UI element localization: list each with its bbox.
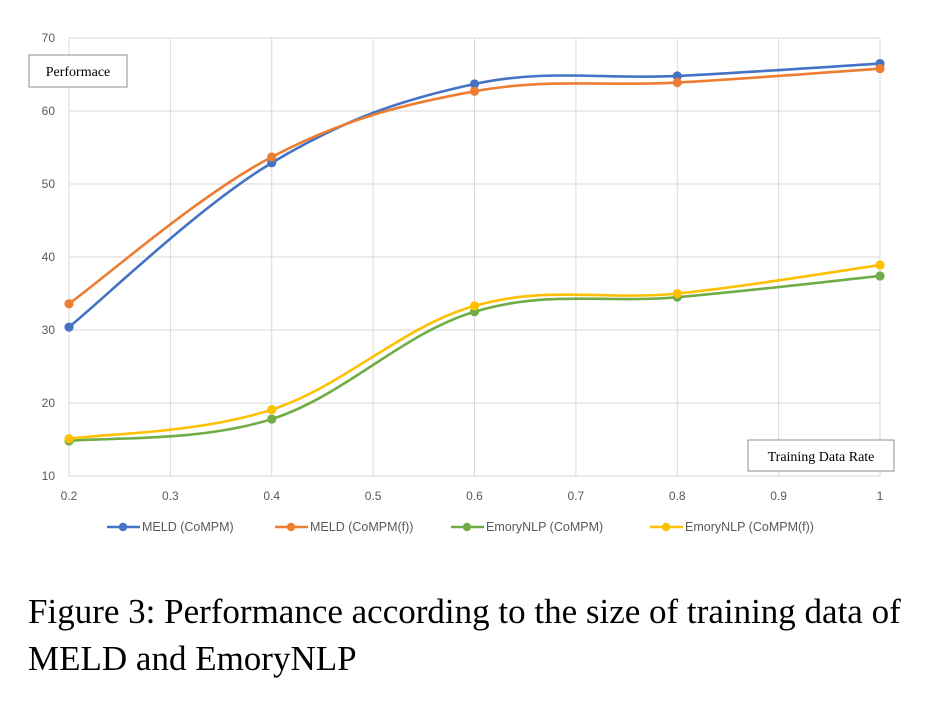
data-point: [64, 299, 74, 309]
legend-item: MELD (CoMPM): [107, 520, 234, 534]
y-tick-label: 40: [42, 250, 56, 264]
grid: [68, 37, 881, 477]
line-chart: 10 20 30 40 50 60 70 0.2 0.3 0.4 0.5 0.6 0.7 0.8 0.9 1…: [28, 31, 895, 534]
data-point: [267, 152, 277, 162]
legend: MELD (CoMPM) MELD (CoMPM(f)) EmoryNLP (CoM…: [107, 520, 814, 534]
series-points: [64, 58, 885, 446]
xlabel-box: Training Data Rate: [747, 439, 895, 472]
legend-item: EmoryNLP (CoMPM): [451, 520, 603, 534]
data-point: [267, 404, 277, 415]
data-point: [469, 79, 480, 89]
data-point: [64, 434, 74, 444]
y-axis-label: Performace: [46, 65, 111, 80]
x-tick-label: 0.6: [466, 489, 483, 503]
data-point: [672, 71, 682, 81]
x-tick-label: 0.7: [568, 489, 585, 503]
x-axis-label: Training Data Rate: [768, 450, 875, 465]
legend-marker: [462, 522, 472, 532]
ylabel-box: Performace: [28, 54, 128, 88]
legend-marker: [286, 522, 296, 532]
y-tick-label: 50: [42, 177, 56, 191]
data-point: [469, 301, 480, 311]
x-tick-label: 0.3: [162, 489, 179, 503]
data-point: [672, 288, 682, 299]
legend-label: MELD (CoMPM(f)): [310, 520, 413, 534]
x-tick-label: 0.4: [263, 489, 280, 503]
x-axis-ticks: 0.2 0.3 0.4 0.5 0.6 0.7 0.8 0.9 1: [61, 489, 884, 503]
data-point: [875, 260, 885, 270]
legend-item: MELD (CoMPM(f)): [275, 520, 413, 534]
x-tick-label: 0.2: [61, 489, 78, 503]
x-tick-label: 0.5: [365, 489, 382, 503]
x-tick-label: 1: [877, 489, 884, 503]
y-tick-label: 20: [42, 396, 56, 410]
x-tick-label: 0.9: [770, 489, 787, 503]
y-axis-ticks: 10 20 30 40 50 60 70: [42, 31, 56, 483]
x-tick-label: 0.8: [669, 489, 686, 503]
data-point: [469, 86, 480, 96]
figure-caption: Figure 3: Performance according to the s…: [28, 592, 901, 678]
legend-marker: [661, 522, 671, 532]
y-tick-label: 30: [42, 323, 56, 337]
legend-label: EmoryNLP (CoMPM(f)): [685, 520, 814, 534]
data-point: [672, 77, 682, 88]
y-tick-label: 70: [42, 31, 56, 45]
y-tick-label: 10: [42, 469, 56, 483]
data-point: [875, 64, 885, 74]
data-point: [64, 322, 74, 332]
legend-marker: [118, 522, 128, 532]
legend-item: EmoryNLP (CoMPM(f)): [650, 520, 814, 534]
legend-label: MELD (CoMPM): [142, 520, 234, 534]
y-tick-label: 60: [42, 104, 56, 118]
data-point: [875, 271, 885, 281]
legend-label: EmoryNLP (CoMPM): [486, 520, 603, 534]
data-point: [267, 414, 277, 424]
